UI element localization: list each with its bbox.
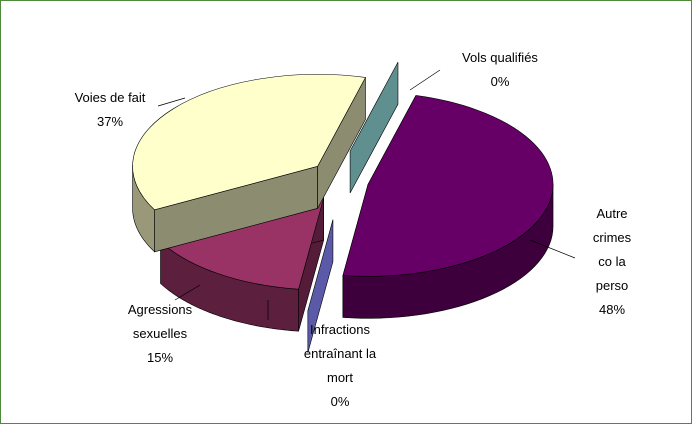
category-label: Voies de fait <box>75 90 146 105</box>
value-label: 48% <box>599 302 625 317</box>
slice-top <box>132 74 366 211</box>
category-label: Agressions sexuelles <box>128 302 193 341</box>
category-label: Vols qualifiés <box>462 50 538 65</box>
pie-slice <box>307 219 334 353</box>
labels: Vols qualifiés 0% Autre crimes co la perso 48%… <box>75 50 632 409</box>
slice-wall <box>349 62 399 194</box>
leader-line <box>174 284 201 301</box>
slice-wall <box>307 219 334 353</box>
pie <box>132 62 554 353</box>
leader-line <box>409 69 441 91</box>
value-label: 0% <box>491 74 510 89</box>
pie-slice <box>349 62 399 194</box>
value-label: 15% <box>147 350 173 365</box>
leader-line <box>529 239 576 259</box>
category-label: Autre crimes co la perso <box>593 206 632 293</box>
leader-line <box>157 97 186 107</box>
value-label: 0% <box>331 394 350 409</box>
slice-top <box>342 95 554 277</box>
value-label: 37% <box>97 114 123 129</box>
category-label: Infractions entraînant la mort <box>304 322 377 385</box>
pie-slice <box>132 74 366 253</box>
pie-slice <box>342 95 554 319</box>
